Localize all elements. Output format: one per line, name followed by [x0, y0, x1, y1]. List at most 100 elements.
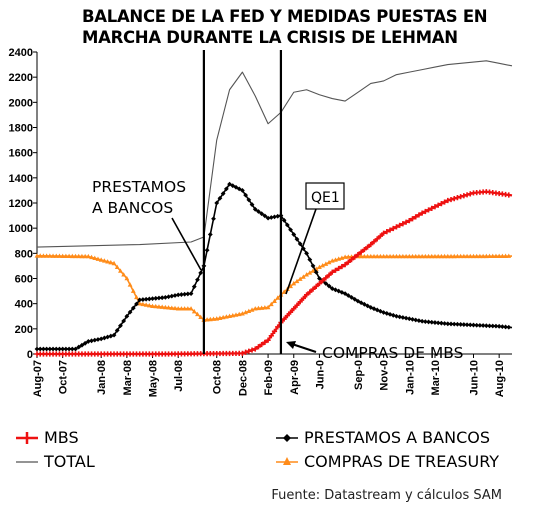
marker-treasury — [422, 253, 428, 259]
marker-mbs — [461, 193, 467, 199]
marker-treasury — [73, 253, 78, 259]
marker-treasury — [146, 302, 152, 308]
marker-treasury — [294, 278, 300, 284]
x-tick-label: Oct-07 — [58, 360, 70, 394]
marker-treasury — [162, 304, 168, 310]
marker-treasury — [85, 253, 91, 259]
marker-prestamos — [249, 202, 255, 207]
marker-mbs — [323, 275, 329, 281]
marker-mbs — [246, 348, 252, 354]
x-tick-label: Aug-07 — [32, 360, 44, 397]
marker-prestamos — [291, 232, 297, 237]
marker-mbs — [348, 257, 355, 263]
marker-prestamos — [95, 337, 101, 342]
marker-prestamos — [89, 338, 94, 344]
marker-treasury — [320, 263, 326, 268]
marker-prestamos — [256, 209, 261, 214]
marker-treasury — [410, 253, 415, 259]
marker-treasury — [419, 253, 425, 259]
marker-treasury — [416, 253, 422, 259]
x-tick-label: Jan-08 — [96, 360, 108, 395]
marker-treasury — [400, 253, 406, 259]
marker-treasury — [442, 253, 448, 259]
marker-treasury — [406, 253, 412, 259]
marker-prestamos — [204, 247, 210, 253]
marker-treasury — [156, 304, 162, 309]
marker-treasury — [185, 306, 191, 311]
x-tick-label: Jul-08 — [173, 360, 185, 392]
marker-mbs — [281, 316, 287, 322]
marker-mbs — [438, 201, 444, 207]
marker-treasury — [130, 288, 136, 293]
marker-prestamos — [195, 277, 200, 283]
marker-treasury — [429, 253, 435, 259]
marker-treasury — [159, 304, 165, 309]
marker-prestamos — [214, 200, 220, 206]
marker-treasury — [66, 253, 72, 259]
marker-prestamos — [284, 222, 290, 228]
marker-treasury — [121, 272, 127, 277]
y-tick-label: 400 — [15, 299, 33, 311]
y-tick-label: 1000 — [9, 223, 33, 235]
marker-prestamos — [73, 346, 78, 352]
marker-treasury — [374, 253, 380, 259]
marker-prestamos — [143, 296, 149, 302]
marker-treasury — [114, 264, 120, 269]
marker-mbs — [374, 236, 380, 242]
marker-mbs — [406, 218, 412, 224]
marker-prestamos — [50, 346, 56, 352]
marker-treasury — [496, 253, 502, 258]
marker-treasury — [451, 253, 457, 259]
y-tick-label: 1800 — [9, 123, 33, 135]
marker-prestamos — [503, 324, 508, 330]
marker-prestamos — [76, 344, 82, 350]
marker-treasury — [432, 253, 438, 259]
marker-prestamos — [403, 315, 409, 321]
marker-prestamos — [483, 323, 489, 329]
marker-prestamos — [134, 301, 139, 307]
marker-mbs — [262, 339, 268, 345]
marker-prestamos — [307, 257, 313, 263]
marker-prestamos — [179, 292, 184, 297]
marker-treasury — [134, 294, 139, 300]
marker-prestamos — [464, 322, 470, 328]
annotation-prestamos-line-2: A BANCOS — [92, 199, 173, 217]
marker-prestamos — [47, 346, 53, 352]
marker-mbs — [506, 192, 512, 198]
marker-prestamos — [259, 211, 265, 217]
marker-prestamos — [342, 291, 348, 296]
marker-prestamos — [188, 291, 194, 296]
marker-prestamos — [44, 346, 50, 352]
marker-mbs — [355, 251, 361, 258]
marker-mbs — [397, 222, 403, 228]
marker-treasury — [493, 253, 499, 259]
marker-treasury — [166, 305, 171, 310]
marker-prestamos — [297, 241, 303, 247]
marker-treasury — [169, 305, 175, 310]
marker-treasury — [76, 253, 82, 259]
marker-treasury — [108, 259, 114, 265]
marker-prestamos — [198, 270, 204, 276]
chart-title-line-2: MARCHA DURANTE LA CRISIS DE LEHMAN — [82, 28, 458, 47]
marker-prestamos — [313, 269, 319, 275]
marker-treasury — [188, 306, 194, 311]
marker-mbs — [345, 259, 351, 265]
source-note: Fuente: Datastream y cálculos SAM — [271, 488, 502, 503]
marker-mbs — [371, 239, 377, 245]
marker-prestamos — [207, 232, 213, 237]
marker-prestamos — [294, 236, 300, 242]
marker-treasury — [150, 303, 155, 308]
marker-mbs — [294, 302, 300, 308]
marker-prestamos — [121, 318, 127, 324]
marker-prestamos — [127, 309, 133, 315]
marker-treasury — [268, 301, 274, 307]
marker-treasury — [288, 283, 293, 289]
annotation-prestamos-leader — [171, 217, 202, 271]
marker-prestamos — [82, 340, 88, 346]
annotation-qe1-box — [305, 182, 345, 210]
marker-prestamos — [211, 216, 216, 222]
annotation-mbs-arrowhead — [286, 341, 296, 349]
marker-treasury — [82, 253, 88, 259]
marker-prestamos — [394, 313, 399, 319]
marker-prestamos — [416, 318, 422, 324]
